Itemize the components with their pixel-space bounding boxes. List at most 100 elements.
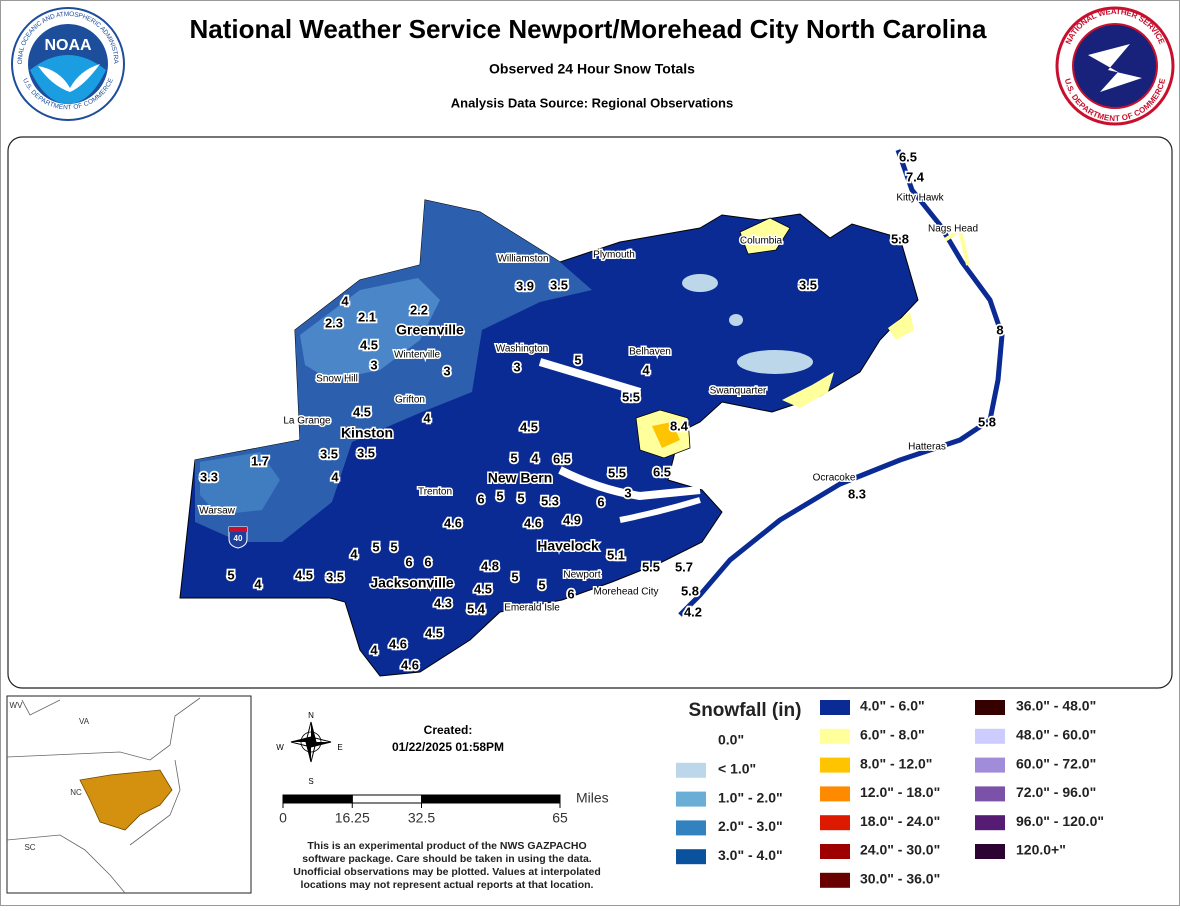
scale-tick-label: 65	[552, 810, 568, 826]
snow-observation: 8.3	[848, 486, 866, 501]
snow-observation: 4.6	[401, 657, 419, 672]
snow-observation: 6.5	[899, 149, 917, 164]
inset-label: NC	[70, 788, 82, 797]
snow-observation: 5.8	[891, 231, 909, 246]
snow-observation: 5	[538, 577, 545, 592]
snow-observation: 4	[642, 362, 650, 377]
legend-label: 12.0" - 18.0"	[860, 784, 940, 800]
scale-tick-label: 0	[279, 810, 287, 826]
legend-label: 120.0+"	[1016, 842, 1066, 858]
snow-observation: 4.5	[520, 419, 538, 434]
compass-label: N	[308, 711, 314, 720]
legend-swatch	[820, 700, 850, 715]
place-label: Warsaw	[199, 506, 236, 517]
place-label: Ocracoke	[813, 473, 856, 484]
place-label: Winterville	[394, 350, 441, 361]
legend-swatch	[676, 849, 706, 865]
snow-observation: 4	[350, 546, 358, 561]
place-label: Trenton	[418, 487, 452, 498]
snow-observation: 3	[370, 357, 377, 372]
map: 40 Kitty Hawk Nags Head Columbia Williamsto…	[179, 148, 1005, 677]
place-label: Belhaven	[629, 347, 671, 358]
snow-observation: 2.3	[325, 315, 343, 330]
snow-observation: 5.7	[675, 559, 693, 574]
place-label: Hatteras	[908, 442, 946, 453]
snow-observation: 3	[624, 485, 631, 500]
snow-observation: 6	[405, 554, 412, 569]
place-label: New Bern	[488, 470, 553, 486]
disclaimer-line: Unofficial observations may be plotted. …	[293, 866, 600, 878]
snow-observation: 6	[477, 491, 484, 506]
snow-observation: 4	[341, 293, 349, 308]
place-label: Snow Hill	[316, 374, 358, 385]
snow-observation: 4.5	[425, 625, 443, 640]
snow-observation: 2.1	[358, 309, 376, 324]
disclaimer-line: This is an experimental product of the N…	[307, 840, 586, 852]
lighter-region	[195, 200, 592, 542]
snow-patch	[888, 312, 914, 340]
legend-swatch	[975, 844, 1005, 859]
disclaimer-line: locations may not represent actual repor…	[301, 879, 594, 891]
scale-tick-label: 16.25	[335, 810, 370, 826]
legend-label: 8.0" - 12.0"	[860, 755, 932, 771]
legend-swatch	[975, 786, 1005, 802]
snow-patch	[782, 372, 834, 408]
snow-observation: 4.5	[295, 567, 313, 582]
snow-observation: 3.5	[799, 277, 817, 292]
legend-swatch	[975, 815, 1005, 831]
snow-observation: 5.8	[681, 583, 699, 598]
snow-observation: 1.7	[251, 453, 269, 468]
snow-observation: 3.3	[200, 469, 218, 484]
place-label: Nags Head	[928, 224, 978, 235]
snow-observation: 6	[424, 554, 431, 569]
snow-observation: 4.3	[434, 595, 452, 610]
lighter-region	[300, 278, 440, 380]
river	[558, 466, 701, 501]
snow-observation: 5	[517, 490, 524, 505]
snow-observation: 5.4	[467, 601, 486, 616]
snow-observation: 5	[574, 352, 581, 367]
place-label: Columbia	[740, 236, 783, 247]
legend-swatch	[676, 791, 706, 807]
lake	[682, 274, 718, 292]
legend-swatch	[975, 700, 1005, 715]
place-label: Grifton	[395, 395, 425, 406]
snow-observation: 4.5	[474, 581, 492, 596]
legend-label: 18.0" - 24.0"	[860, 813, 940, 829]
snow-observation: 5	[227, 567, 234, 582]
snow-observation: 6	[597, 494, 604, 509]
snow-observation: 4.5	[353, 404, 371, 419]
place-label: Swanquarter	[710, 386, 767, 397]
snow-patch	[739, 217, 791, 255]
snow-observation: 4	[423, 410, 431, 425]
compass-label: E	[337, 743, 342, 752]
snow-observation: 4	[331, 469, 339, 484]
legend-swatch	[820, 757, 850, 773]
place-label: Kinston	[341, 425, 393, 441]
snow-observation: 6.5	[553, 451, 571, 466]
place-label: Havelock	[537, 538, 599, 554]
inset-map	[6, 695, 252, 894]
place-label: Morehead City	[593, 587, 658, 598]
snow-observation: 6	[567, 586, 574, 601]
snow-observation: 5.1	[607, 547, 625, 562]
legend-label: 36.0" - 48.0"	[1016, 698, 1096, 714]
scale-tick-label: 32.5	[408, 810, 435, 826]
compass: N E S W	[276, 711, 342, 786]
snow-observation: 4.5	[360, 337, 378, 352]
snow-observation: 3.5	[550, 277, 568, 292]
snow-observation: 5.3	[541, 493, 559, 508]
inset-label: VA	[79, 717, 90, 726]
legend-swatch	[820, 786, 850, 802]
legend-label: 6.0" - 8.0"	[860, 727, 925, 743]
snow-observation: 3.5	[357, 445, 375, 460]
title: National Weather Service Newport/Morehea…	[189, 14, 987, 44]
inset-region	[79, 769, 173, 831]
legend-swatch	[676, 762, 706, 778]
legend-label: 2.0" - 3.0"	[718, 818, 783, 834]
compass-label: S	[308, 777, 313, 786]
snow-observation: 4.2	[684, 604, 702, 619]
legend-label: 48.0" - 60.0"	[1016, 727, 1096, 743]
snow-observation: 5.5	[622, 389, 640, 404]
river	[538, 358, 642, 396]
